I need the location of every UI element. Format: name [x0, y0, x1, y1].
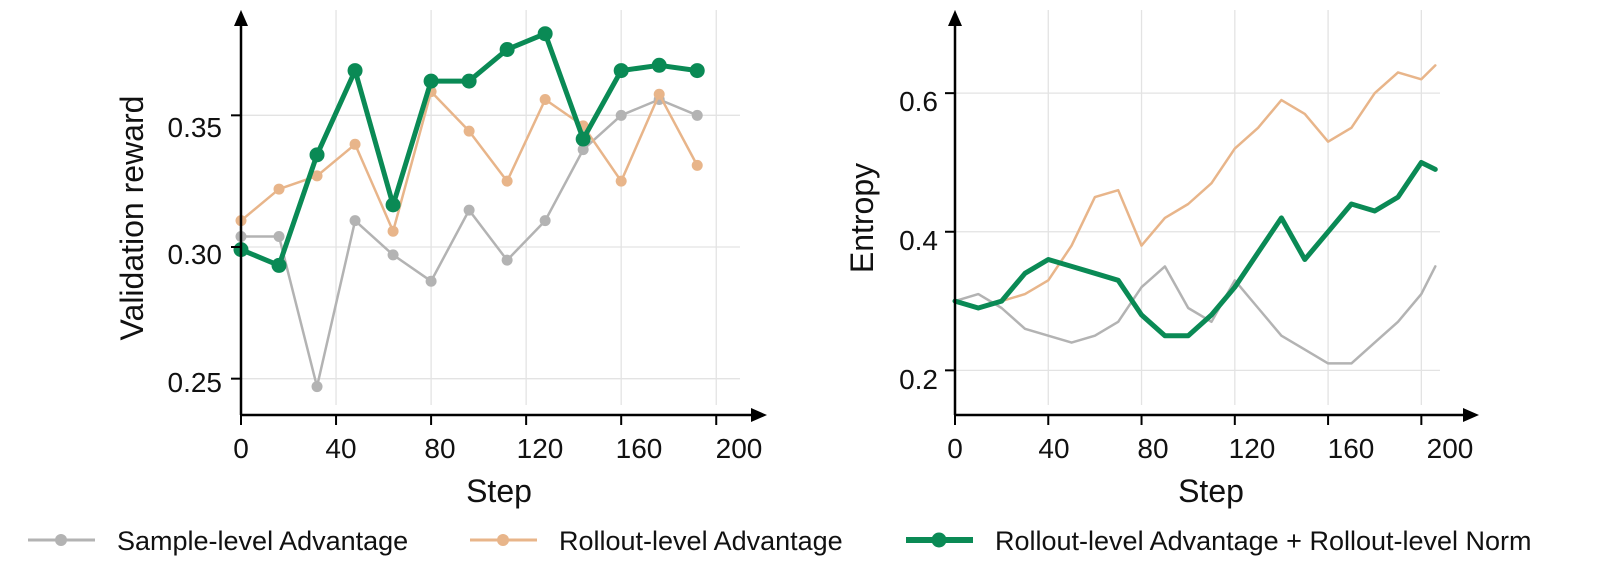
y-axis-arrow-icon [234, 10, 248, 26]
data-point [539, 94, 551, 106]
x-tick-label: 160 [1328, 433, 1375, 464]
data-point [423, 73, 439, 89]
x-axis-arrow-icon [751, 408, 767, 422]
x-tick-labels: 0 40 80 120 160 200 [947, 433, 1473, 464]
data-point [501, 254, 513, 266]
data-point [575, 131, 591, 147]
y-tick-label: 0.2 [899, 364, 938, 395]
data-point [615, 175, 627, 187]
x-axis-label: Step [1178, 473, 1244, 509]
y-tick-label: 0.4 [899, 225, 938, 256]
series-line [953, 64, 1437, 310]
data-point [387, 249, 399, 261]
x-tick-label: 120 [517, 433, 564, 464]
data-point [273, 183, 285, 195]
series-line [239, 98, 699, 388]
legend-label: Rollout-level Advantage [559, 526, 843, 556]
data-point [615, 109, 627, 121]
data-point [311, 381, 323, 393]
data-point [463, 204, 475, 216]
y-axis-label: Entropy [844, 163, 880, 273]
data-point [311, 170, 323, 182]
data-point [577, 144, 589, 156]
data-point [309, 147, 325, 163]
legend-label: Rollout-level Advantage + Rollout-level … [995, 526, 1532, 556]
x-tick-label: 40 [1038, 433, 1069, 464]
data-point [691, 159, 703, 171]
legend-marker-icon [931, 532, 947, 548]
data-point [273, 230, 285, 242]
data-point [691, 109, 703, 121]
y-axis-label: Validation reward [114, 96, 150, 341]
y-tick-label: 0.25 [168, 367, 223, 398]
x-tick-label: 80 [1137, 433, 1168, 464]
x-tick-label: 0 [947, 433, 963, 464]
x-tick-labels: 0 40 80 120 160 200 [233, 433, 762, 464]
data-point [501, 175, 513, 187]
x-axis-arrow-icon [1463, 408, 1479, 422]
data-point [385, 197, 401, 213]
series-layer [952, 64, 1438, 365]
y-tick-label: 0.6 [899, 86, 938, 117]
data-point [539, 215, 551, 227]
legend: Sample-level Advantage Rollout-level Adv… [28, 526, 1532, 556]
legend-item-sample-level: Sample-level Advantage [28, 526, 408, 556]
data-point [537, 26, 553, 42]
legend-marker-icon [497, 534, 509, 546]
data-point [271, 257, 287, 273]
data-point [461, 73, 477, 89]
data-point [387, 225, 399, 237]
legend-item-rollout-level-norm: Rollout-level Advantage + Rollout-level … [906, 526, 1532, 556]
x-tick-label: 40 [325, 433, 356, 464]
legend-marker-icon [55, 534, 67, 546]
axes [948, 10, 1479, 422]
data-point [349, 215, 361, 227]
series-layer [233, 26, 705, 393]
x-tick-label: 200 [716, 433, 763, 464]
x-tick-label: 0 [233, 433, 249, 464]
x-tick-label: 120 [1229, 433, 1276, 464]
y-tick-labels: 0.25 0.30 0.35 [168, 112, 223, 398]
legend-item-rollout-level: Rollout-level Advantage [470, 526, 843, 556]
data-point [349, 138, 361, 150]
data-point [499, 42, 515, 57]
x-tick-label: 200 [1427, 433, 1474, 464]
entropy-chart: 0 40 80 120 160 200 0.2 0.4 0.6 Step Ent… [844, 10, 1479, 509]
data-point [347, 63, 363, 79]
x-tick-label: 80 [424, 433, 455, 464]
data-point [653, 88, 665, 100]
tick-marks [945, 92, 1423, 425]
tick-marks [231, 114, 718, 425]
data-point [689, 63, 705, 79]
y-tick-label: 0.30 [168, 239, 223, 270]
data-point [463, 125, 475, 137]
y-tick-label: 0.35 [168, 112, 223, 143]
data-point [651, 57, 667, 73]
data-point [425, 275, 437, 287]
series-line [953, 265, 1437, 365]
y-axis-arrow-icon [948, 10, 962, 26]
series-line [238, 31, 700, 268]
y-tick-labels: 0.2 0.4 0.6 [899, 86, 938, 395]
series-line [952, 160, 1438, 339]
axes [234, 10, 767, 422]
x-tick-label: 160 [616, 433, 663, 464]
x-axis-label: Step [466, 473, 532, 509]
data-point [613, 63, 629, 79]
legend-label: Sample-level Advantage [117, 526, 408, 556]
validation-reward-chart: 0 40 80 120 160 200 0.25 0.30 0.35 Step … [114, 10, 767, 509]
